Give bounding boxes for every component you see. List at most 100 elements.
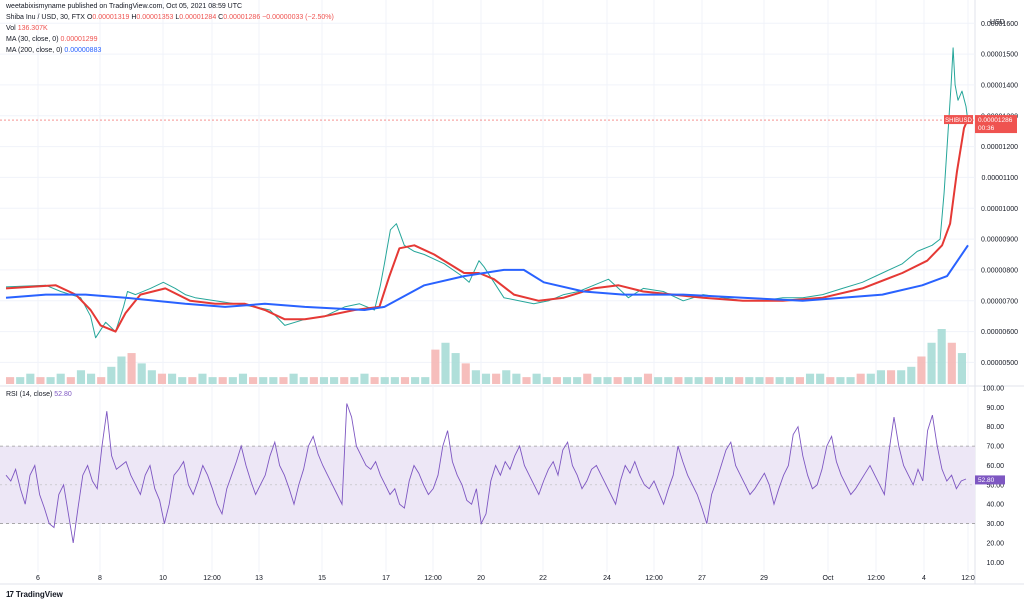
volume-bar — [390, 377, 399, 384]
ma30-line: MA (30, close, 0) 0.00001299 — [6, 35, 97, 44]
volume-bar — [168, 373, 177, 384]
volume-bar — [441, 342, 450, 384]
price-tick-label: 0.00000500 — [981, 360, 1018, 367]
volume-bar — [289, 373, 298, 384]
rsi-tick-label: 90.00 — [986, 405, 1004, 412]
volume-bar — [66, 377, 75, 384]
ohlc-h-label: H — [131, 14, 137, 21]
volume-bar — [735, 377, 744, 384]
currency-label: USD — [990, 18, 1005, 27]
rsi-tick-label: 60.00 — [986, 463, 1004, 470]
rsi-band — [0, 446, 975, 524]
published-text: weetabixismyname published on TradingVie… — [6, 3, 243, 10]
tradingview-logo-icon: 17 — [6, 590, 14, 599]
volume-bar — [279, 377, 288, 384]
time-tick-label: 22 — [539, 575, 547, 582]
volume-bar — [654, 377, 663, 384]
rsi-line — [5, 403, 967, 543]
volume-bar — [330, 377, 339, 384]
volume-bar — [805, 373, 815, 384]
ma200-label: MA (200, close, 0) — [6, 47, 63, 54]
price-tick-label: 0.00000600 — [981, 329, 1018, 336]
volume-bar — [127, 353, 136, 384]
volume-bar — [481, 373, 491, 384]
volume-bar — [755, 377, 764, 384]
volume-bar — [238, 373, 248, 384]
volume-bar — [866, 373, 875, 384]
time-tick-label: 12:00 — [645, 575, 663, 582]
price-tag-bg — [975, 115, 1017, 134]
volume-bar — [178, 377, 187, 384]
volume-bar — [451, 353, 460, 384]
published-line: weetabixismyname published on TradingVie… — [6, 2, 242, 11]
volume-bar — [259, 377, 268, 384]
time-tick-label: 12:00 — [203, 575, 221, 582]
volume-bar — [431, 349, 440, 384]
price-tick-label: 0.00001000 — [981, 206, 1018, 213]
vol-value: 136.307K — [17, 25, 48, 32]
currency-text: USD — [990, 19, 1005, 26]
volume-bar — [218, 377, 227, 384]
volume-bar — [340, 377, 349, 384]
volume-bar — [26, 373, 35, 384]
volume-bar — [512, 373, 521, 384]
ohlc-o-label: O — [86, 14, 93, 21]
volume-bar — [157, 373, 167, 384]
rsi-line: RSI (14, close) 52.80 — [6, 390, 72, 399]
ohlc-l: 0.00001284 — [179, 14, 217, 21]
volume-bar — [957, 353, 966, 384]
volume-bar — [927, 342, 936, 384]
volume-bar — [816, 373, 825, 384]
volume-bar — [117, 356, 126, 384]
volume-bar — [937, 329, 946, 384]
rsi-tick-label: 80.00 — [986, 424, 1004, 431]
volume-bar — [714, 377, 723, 384]
volume-bar — [785, 377, 794, 384]
volume-bar — [704, 377, 713, 384]
volume-bar — [492, 373, 501, 384]
time-tick-label: 12:00 — [867, 575, 885, 582]
volume-bar — [552, 377, 561, 384]
volume-bar — [846, 377, 855, 384]
volume-bar — [198, 373, 207, 384]
ohlc-c: 0.00001286 — [223, 14, 261, 21]
volume-bar — [309, 377, 318, 384]
volume-bar — [188, 377, 197, 384]
ma30-line — [5, 118, 969, 333]
rsi-tick-label: 10.00 — [986, 560, 1004, 567]
symbol-line: Shiba Inu / USD, 30, FTX O0.00001319 H0.… — [6, 13, 334, 22]
price-tag-value: 0.00001286 — [978, 117, 1013, 124]
time-tick-label: 4 — [922, 575, 926, 582]
ohlc-l-label: L — [175, 14, 180, 21]
volume-bar — [917, 356, 926, 384]
tradingview-footer[interactable]: 17 TradingView — [6, 590, 63, 599]
price-tag-countdown: 00:36 — [978, 125, 995, 132]
rsi-tag-value: 52.80 — [978, 477, 995, 484]
volume-bar — [684, 377, 693, 384]
volume-bar — [228, 377, 237, 384]
volume-bar — [56, 373, 65, 384]
volume-bar — [532, 373, 541, 384]
volume-bar — [573, 377, 582, 384]
tradingview-brand: TradingView — [15, 590, 63, 599]
volume-bar — [947, 342, 956, 384]
rsi-tag-bg — [975, 475, 1005, 485]
time-tick-label: 10 — [159, 575, 167, 582]
volume-bar — [380, 377, 389, 384]
volume-bar — [795, 377, 804, 384]
volume-bar — [97, 377, 106, 384]
ohlc-h: 0.00001353 — [136, 14, 174, 21]
rsi-tick-label: 20.00 — [986, 540, 1004, 547]
time-tick-label: 12:00 — [424, 575, 442, 582]
volume-bar — [76, 370, 86, 384]
volume-bar — [856, 373, 865, 384]
time-tick-label: 8 — [98, 575, 102, 582]
volume-bar — [400, 377, 410, 384]
price-tick-label: 0.00000800 — [981, 267, 1018, 274]
rsi-tick-label: 50.00 — [986, 482, 1004, 489]
volume-bar — [836, 377, 845, 384]
time-tick-label: 20 — [477, 575, 485, 582]
volume-bar — [16, 377, 25, 384]
volume-bar — [411, 377, 420, 384]
